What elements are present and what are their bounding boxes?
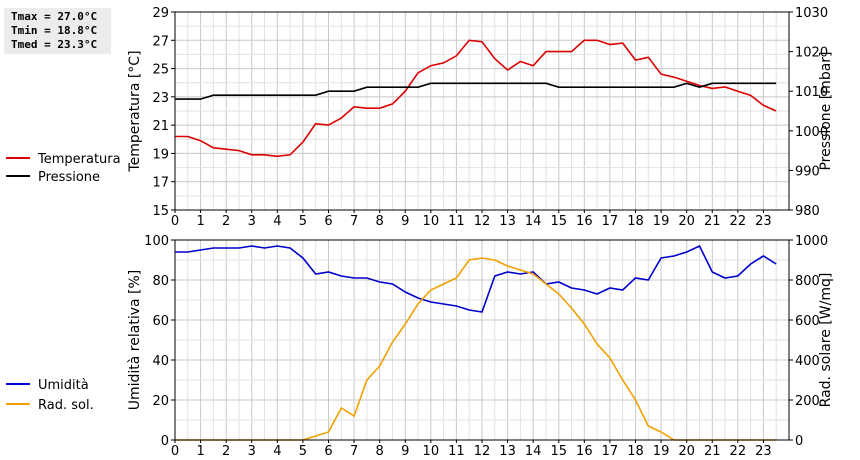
chart1-x-tick-label: 15 bbox=[550, 214, 567, 229]
chart2-x-tick-label: 2 bbox=[222, 444, 230, 459]
chart2-y-right-tick-label: 200 bbox=[795, 394, 820, 409]
chart1-y-right-tick-label: 980 bbox=[795, 204, 820, 219]
chart1-x-tick-label: 11 bbox=[448, 214, 465, 229]
chart1-x-tick-label: 7 bbox=[350, 214, 358, 229]
chart2-x-tick-label: 21 bbox=[704, 444, 721, 459]
chart1-y-left-tick-label: 21 bbox=[152, 119, 169, 134]
chart1-y-left-tick-label: 19 bbox=[152, 147, 169, 162]
chart2-y-left-tick-label: 100 bbox=[144, 234, 169, 249]
chart1-x-tick-label: 2 bbox=[222, 214, 230, 229]
chart1-y-left-title: Temperatura [°C] bbox=[127, 50, 143, 172]
chart1-x-tick-label: 16 bbox=[576, 214, 593, 229]
chart1-series-line-1 bbox=[175, 39, 777, 158]
chart2-x-tick-label: 19 bbox=[653, 444, 670, 459]
chart1-y-left-tick-label: 15 bbox=[152, 204, 169, 219]
chart1-y-left-tick-label: 29 bbox=[152, 6, 169, 21]
chart2-y-right-title: Rad. solare [W/mq] bbox=[818, 273, 834, 408]
chart1-x-tick-label: 22 bbox=[730, 214, 747, 229]
stat-tmed: Tmed = 23.3°C bbox=[11, 38, 98, 51]
chart1-y-right-tick-label: 1030 bbox=[795, 6, 828, 21]
chart1-y-left-tick-label: 25 bbox=[152, 63, 169, 78]
chart2-y-right-tick-label: 800 bbox=[795, 274, 820, 289]
stat-tmin: Tmin = 18.8°C bbox=[11, 24, 98, 37]
chart1-x-tick-label: 4 bbox=[273, 214, 281, 229]
chart2-x-tick-label: 3 bbox=[248, 444, 256, 459]
chart1-x-tick-label: 23 bbox=[755, 214, 772, 229]
chart1-x-tick-label: 6 bbox=[324, 214, 332, 229]
chart1-legend-label-2: Pressione bbox=[38, 170, 100, 185]
chart1-series-line-2 bbox=[175, 82, 777, 100]
chart2-y-right-tick-label: 0 bbox=[795, 434, 803, 449]
chart1-x-tick-label: 13 bbox=[499, 214, 516, 229]
chart1-x-tick-label: 12 bbox=[474, 214, 491, 229]
chart2-x-tick-label: 12 bbox=[474, 444, 491, 459]
chart2-x-tick-label: 11 bbox=[448, 444, 465, 459]
chart1-y-left-tick-label: 17 bbox=[152, 176, 169, 191]
chart2-x-tick-label: 22 bbox=[730, 444, 747, 459]
chart1-x-tick-label: 21 bbox=[704, 214, 721, 229]
chart1-y-right-tick-label: 1000 bbox=[795, 125, 828, 140]
chart1-y-left-tick-label: 27 bbox=[152, 34, 169, 49]
chart1-x-tick-label: 10 bbox=[423, 214, 440, 229]
chart2-x-tick-label: 20 bbox=[678, 444, 695, 459]
chart2-y-left-tick-label: 80 bbox=[152, 274, 169, 289]
chart1-y-right-tick-label: 990 bbox=[795, 164, 820, 179]
chart2-x-tick-label: 8 bbox=[376, 444, 384, 459]
chart1-x-tick-label: 3 bbox=[248, 214, 256, 229]
chart2-x-tick-label: 15 bbox=[550, 444, 567, 459]
chart1-x-tick-label: 8 bbox=[376, 214, 384, 229]
chart1-x-tick-label: 1 bbox=[196, 214, 204, 229]
chart1-x-tick-label: 20 bbox=[678, 214, 695, 229]
chart2-x-tick-label: 6 bbox=[324, 444, 332, 459]
chart2-x-tick-label: 18 bbox=[627, 444, 644, 459]
chart1-x-tick-label: 14 bbox=[525, 214, 542, 229]
chart2-legend-label-2: Rad. sol. bbox=[38, 398, 94, 413]
chart2-x-tick-label: 16 bbox=[576, 444, 593, 459]
chart1-y-left-tick-label: 23 bbox=[152, 91, 169, 106]
chart2-y-left-tick-label: 40 bbox=[152, 354, 169, 369]
chart2-x-tick-label: 17 bbox=[602, 444, 619, 459]
chart1-y-right-tick-label: 1020 bbox=[795, 46, 828, 61]
chart2-x-tick-label: 4 bbox=[273, 444, 281, 459]
chart2-x-tick-label: 10 bbox=[423, 444, 440, 459]
stat-tmax: Tmax = 27.0°C bbox=[11, 10, 98, 23]
chart2-x-tick-label: 0 bbox=[171, 444, 179, 459]
chart1-y-right-title: Pressione [mbar] bbox=[818, 51, 834, 170]
chart2-x-tick-label: 9 bbox=[401, 444, 409, 459]
chart1-y-right-tick-label: 1010 bbox=[795, 85, 828, 100]
chart2-x-tick-label: 14 bbox=[525, 444, 542, 459]
chart2-y-left-title: Umidità relativa [%] bbox=[127, 270, 143, 411]
chart2-y-right-tick-label: 400 bbox=[795, 354, 820, 369]
chart2-y-left-tick-label: 0 bbox=[161, 434, 169, 449]
chart1-x-tick-label: 17 bbox=[602, 214, 619, 229]
chart2-x-tick-label: 7 bbox=[350, 444, 358, 459]
stats-box: Tmax = 27.0°C Tmin = 18.8°C Tmed = 23.3°… bbox=[4, 8, 111, 54]
chart2-y-left-tick-label: 60 bbox=[152, 314, 169, 329]
chart1-x-tick-label: 9 bbox=[401, 214, 409, 229]
chart2-x-tick-label: 13 bbox=[499, 444, 516, 459]
chart1-legend-label-1: Temperatura bbox=[37, 152, 121, 167]
chart2-y-right-tick-label: 1000 bbox=[795, 234, 828, 249]
chart2-legend-label-1: Umidità bbox=[38, 378, 89, 393]
chart2-series-line-1 bbox=[175, 244, 777, 313]
chart2-y-right-tick-label: 600 bbox=[795, 314, 820, 329]
chart1-x-tick-label: 18 bbox=[627, 214, 644, 229]
chart2-x-tick-label: 1 bbox=[196, 444, 204, 459]
chart1-x-tick-label: 19 bbox=[653, 214, 670, 229]
chart1-x-tick-label: 5 bbox=[299, 214, 307, 229]
chart2-x-tick-label: 23 bbox=[755, 444, 772, 459]
chart1-x-tick-label: 0 bbox=[171, 214, 179, 229]
chart2-x-tick-label: 5 bbox=[299, 444, 307, 459]
chart2-y-left-tick-label: 20 bbox=[152, 394, 169, 409]
